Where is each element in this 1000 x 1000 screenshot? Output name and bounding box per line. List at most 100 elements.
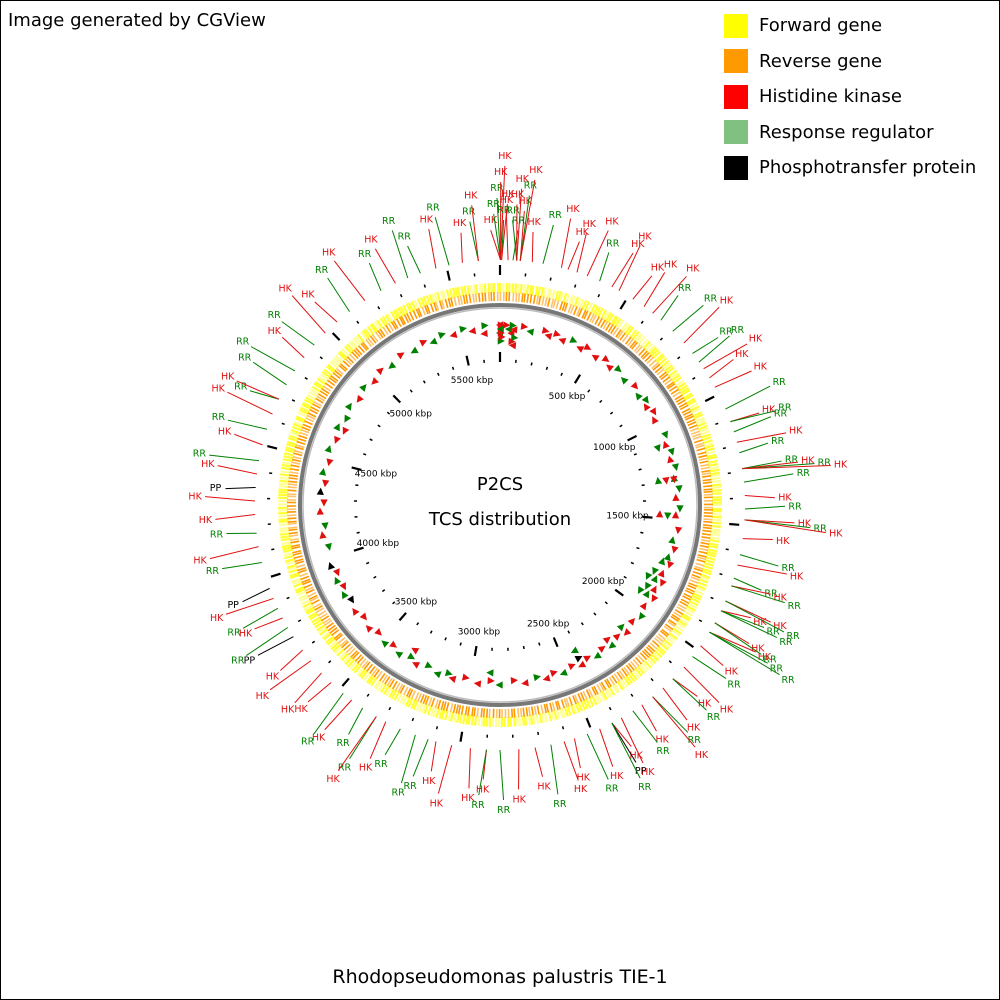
forward-gene xyxy=(351,662,360,672)
feature-leader-line xyxy=(337,716,377,771)
forward-gene xyxy=(703,442,714,447)
forward-gene xyxy=(515,716,519,727)
feature-leader-line xyxy=(720,610,751,619)
reverse-gene xyxy=(685,415,694,421)
reverse-gene xyxy=(290,464,300,468)
reverse-gene xyxy=(375,331,382,340)
forward-gene xyxy=(472,284,477,295)
reverse-gene xyxy=(307,412,317,418)
feature-label: HK xyxy=(566,204,580,215)
forward-gene xyxy=(528,285,533,296)
reverse-gene xyxy=(293,449,303,454)
legend-item-response-regulator: Response regulator xyxy=(724,115,976,151)
tcs-marker xyxy=(630,381,639,390)
reverse-gene xyxy=(311,599,320,605)
forward-gene xyxy=(295,587,306,594)
feature-label: HK xyxy=(798,518,812,529)
forward-gene xyxy=(629,671,638,681)
forward-gene xyxy=(281,461,293,466)
outer-tick xyxy=(366,693,370,697)
forward-gene xyxy=(318,375,328,384)
tcs-marker xyxy=(381,640,390,648)
tcs-marker xyxy=(675,485,683,493)
legend-item-histidine-kinase: Histidine kinase xyxy=(724,79,976,115)
reverse-gene xyxy=(313,400,323,407)
reverse-gene xyxy=(655,635,664,643)
reverse-gene xyxy=(635,656,643,665)
reverse-gene xyxy=(350,650,358,658)
forward-gene xyxy=(686,399,697,407)
tcs-marker xyxy=(319,531,327,539)
inner-tick xyxy=(409,389,413,393)
feature-leader-line xyxy=(731,585,771,595)
forward-gene xyxy=(700,433,711,439)
feature-leader-line xyxy=(744,519,826,534)
forward-gene xyxy=(667,633,677,642)
inner-tick xyxy=(386,411,391,415)
forward-gene xyxy=(466,285,471,296)
reverse-gene xyxy=(596,684,603,693)
inner-tick xyxy=(614,588,624,597)
reverse-gene xyxy=(300,575,310,581)
forward-gene xyxy=(303,604,314,611)
feature-leader-line xyxy=(512,220,518,261)
feature-label: RR xyxy=(606,238,620,249)
reverse-gene xyxy=(605,322,612,331)
feature-label: RR xyxy=(766,627,780,638)
forward-gene xyxy=(293,582,304,588)
reverse-gene xyxy=(554,701,559,711)
reverse-gene xyxy=(605,678,612,688)
forward-gene xyxy=(465,714,470,725)
forward-gene xyxy=(709,536,720,540)
forward-gene xyxy=(657,645,667,654)
forward-gene xyxy=(711,489,722,492)
tcs-marker xyxy=(635,392,643,401)
reverse-gene xyxy=(694,565,704,570)
feature-leader-line xyxy=(428,228,437,269)
tcs-marker xyxy=(316,487,324,496)
reverse-gene xyxy=(700,541,710,546)
forward-gene xyxy=(283,452,295,457)
feature-leader-line xyxy=(737,564,787,575)
feature-label: HK xyxy=(762,405,776,416)
feature-label: HK xyxy=(501,189,515,200)
forward-gene xyxy=(370,676,378,687)
reverse-gene xyxy=(525,707,529,717)
feature-leader-line xyxy=(739,554,779,567)
forward-gene xyxy=(593,694,601,705)
tcs-marker xyxy=(649,407,657,416)
reverse-gene xyxy=(640,350,648,359)
feature-label: RR xyxy=(404,781,418,792)
forward-gene xyxy=(588,696,595,707)
tcs-marker xyxy=(613,364,622,373)
reverse-gene xyxy=(700,466,710,470)
outer-tick xyxy=(692,376,696,380)
reverse-gene xyxy=(467,706,471,716)
reverse-gene xyxy=(457,296,461,306)
forward-gene xyxy=(650,653,659,662)
feature-label: HK xyxy=(695,750,709,761)
forward-gene xyxy=(287,565,298,571)
feature-leader-line xyxy=(257,636,294,656)
forward-gene xyxy=(473,715,478,726)
outer-tick xyxy=(597,293,601,298)
forward-gene xyxy=(665,636,675,645)
forward-gene xyxy=(618,679,626,690)
feature-label: HK xyxy=(476,784,490,795)
reverse-gene xyxy=(698,550,708,555)
reverse-gene xyxy=(523,293,526,303)
forward-gene xyxy=(325,635,335,644)
reverse-gene xyxy=(315,607,325,614)
forward-gene xyxy=(289,571,300,578)
feature-leader-line xyxy=(672,304,704,332)
legend-label: Phosphotransfer protein xyxy=(759,157,977,179)
feature-leader-line xyxy=(249,390,280,400)
feature-label: HK xyxy=(281,705,295,716)
forward-gene xyxy=(600,309,607,320)
tcs-marker xyxy=(480,329,488,338)
feature-leader-line xyxy=(254,617,283,630)
reverse-gene xyxy=(433,302,438,312)
feature-label: PP xyxy=(635,766,647,777)
feature-label: RR xyxy=(487,199,501,210)
forward-gene xyxy=(643,659,652,669)
